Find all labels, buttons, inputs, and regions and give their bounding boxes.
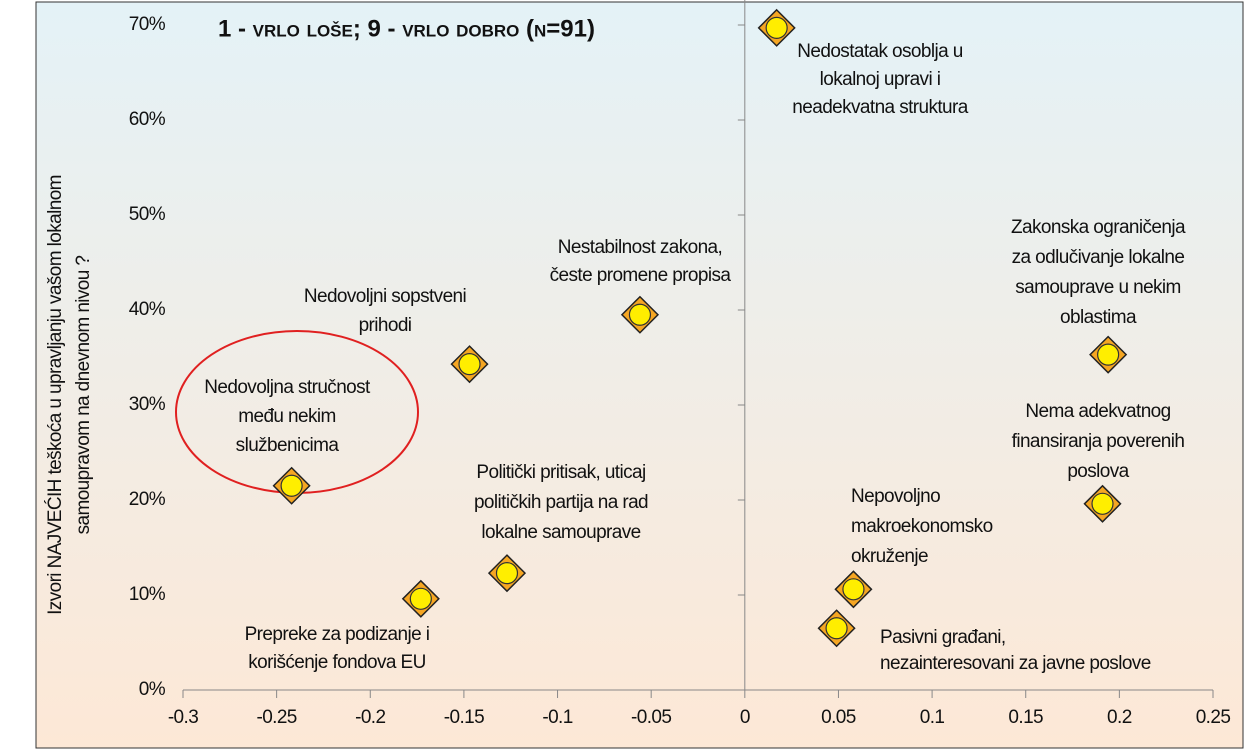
y-tick-label: 40% bbox=[129, 299, 166, 320]
point-label: finansiranja poverenih bbox=[1012, 431, 1185, 452]
marker-dot bbox=[409, 587, 432, 610]
point-label: makroekonomsko bbox=[851, 516, 993, 537]
x-tick-label: 0.2 bbox=[1107, 707, 1132, 728]
point-label: Pasivni građani, bbox=[880, 627, 1006, 648]
x-tick-label: 0.15 bbox=[1008, 707, 1043, 728]
point-label: Nedostatak osoblja u bbox=[797, 41, 962, 62]
marker-dot bbox=[765, 16, 788, 39]
y-tick-label: 0% bbox=[139, 679, 166, 700]
x-tick-label: -0.3 bbox=[168, 707, 198, 728]
point-label: Nema adekvatnog bbox=[1025, 401, 1170, 422]
point-label: okruženje bbox=[851, 546, 928, 567]
point-label: lokalne samouprave bbox=[481, 522, 640, 543]
point-label: samouprave u nekim bbox=[1015, 277, 1181, 298]
data-point bbox=[450, 345, 489, 384]
data-point bbox=[817, 609, 856, 648]
data-point bbox=[1089, 335, 1128, 374]
y-axis-title: Izvori NAJVEĆIH teškoća u upravljanju va… bbox=[44, 175, 94, 615]
point-label: oblastima bbox=[1060, 307, 1137, 328]
point-label: neadekvatna struktura bbox=[792, 97, 968, 118]
point-label: službenicima bbox=[236, 435, 340, 456]
data-point bbox=[401, 579, 440, 618]
data-point bbox=[487, 554, 527, 593]
marker-dot bbox=[628, 303, 652, 326]
point-label: za odlučivanje lokalne bbox=[1012, 247, 1185, 268]
x-tick-label: 0.1 bbox=[920, 707, 945, 728]
point-label: Nepovoljno bbox=[851, 486, 940, 507]
data-point bbox=[757, 8, 796, 47]
point-label: česte promene propisa bbox=[550, 265, 732, 286]
point-label: nezainteresovani za javne poslove bbox=[880, 653, 1151, 674]
point-label: lokalnoj upravi i bbox=[820, 69, 941, 90]
x-tick-label: -0.15 bbox=[444, 707, 484, 728]
point-label: Nedovoljni sopstveni bbox=[304, 286, 466, 307]
point-label: Nestabilnost zakona, bbox=[558, 237, 722, 258]
plot-background bbox=[35, 1, 1244, 749]
x-tick-label: 0.25 bbox=[1196, 707, 1231, 728]
x-tick-label: 0.05 bbox=[821, 707, 856, 728]
data-point bbox=[1083, 484, 1122, 523]
x-tick-label: -0.05 bbox=[631, 707, 671, 728]
marker-dot bbox=[495, 562, 519, 585]
point-label: Prepreke za podizanje i bbox=[245, 624, 430, 645]
point-label: poslova bbox=[1067, 461, 1129, 482]
x-tick-label: 0 bbox=[740, 707, 750, 728]
data-point bbox=[620, 295, 660, 334]
chart-title: 1 - vrlo loše; 9 - vrlo dobro (n=91) bbox=[218, 15, 595, 42]
y-tick-label: 20% bbox=[129, 489, 166, 510]
point-label: prihodi bbox=[359, 315, 412, 336]
point-label: među nekim bbox=[238, 406, 336, 427]
point-label: političkih partija na rad bbox=[474, 492, 648, 513]
point-label: Zakonska ograničenja bbox=[1011, 217, 1186, 238]
marker-dot bbox=[458, 353, 481, 376]
y-tick-label: 70% bbox=[129, 14, 166, 35]
x-tick-label: -0.1 bbox=[542, 707, 572, 728]
y-tick-label: 30% bbox=[129, 394, 166, 415]
marker-dot bbox=[825, 617, 848, 640]
x-tick-label: -0.2 bbox=[355, 707, 385, 728]
marker-dot bbox=[842, 578, 865, 601]
y-tick-label: 50% bbox=[129, 204, 166, 225]
point-label: Politički pritisak, uticaj bbox=[476, 462, 645, 483]
y-tick-label: 10% bbox=[129, 584, 166, 605]
marker-dot bbox=[280, 474, 303, 497]
data-point bbox=[272, 466, 311, 505]
marker-dot bbox=[1091, 492, 1114, 515]
marker-dot bbox=[1097, 343, 1120, 366]
point-label: Nedovoljna stručnost bbox=[204, 377, 371, 398]
y-axis-title-line: samoupravom na dnevnom nivou ? bbox=[73, 256, 94, 535]
point-label: korišćenje fondova EU bbox=[248, 652, 426, 673]
x-tick-label: -0.25 bbox=[256, 707, 296, 728]
y-axis-title-line: Izvori NAJVEĆIH teškoća u upravljanju va… bbox=[44, 175, 66, 615]
data-point bbox=[834, 570, 873, 609]
y-tick-label: 60% bbox=[129, 109, 166, 130]
